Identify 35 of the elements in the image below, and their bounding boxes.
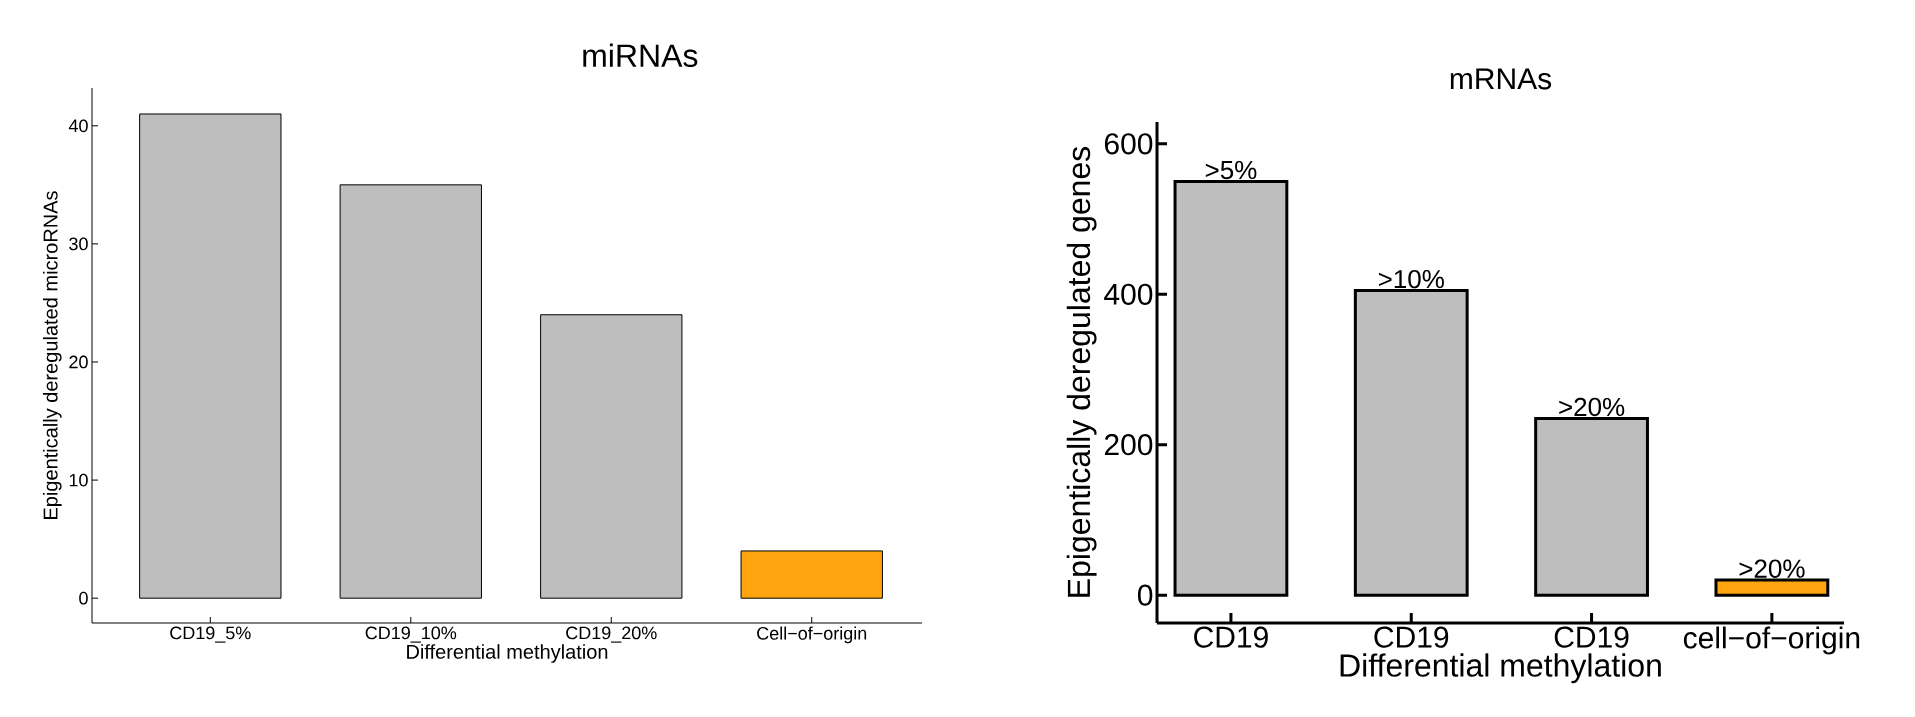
data-label: >10%	[1378, 269, 1444, 289]
bar	[1534, 416, 1649, 597]
bar	[1353, 288, 1469, 597]
x-tick-label: CD19_20%	[566, 626, 657, 643]
chart-title: mRNAs	[1450, 68, 1552, 90]
y-axis-title: Epigentically deregulated microRNAs	[42, 191, 62, 519]
y-tick-label: 0	[1137, 584, 1153, 606]
bar	[740, 550, 883, 599]
y-axis-title: Epigentically deregulated genes	[1066, 146, 1097, 597]
bar	[339, 184, 482, 599]
data-label: >20%	[1739, 559, 1805, 578]
y-tick-label: 0	[79, 591, 88, 605]
x-tick-label: CD19	[1554, 626, 1629, 648]
x-tick-label: cell−of−origin	[1683, 626, 1860, 655]
y-tick-label: 200	[1104, 434, 1153, 456]
y-tick-label: 600	[1104, 133, 1153, 155]
bar	[1714, 578, 1830, 597]
chart-title: miRNAs	[583, 43, 698, 67]
bar	[139, 113, 282, 599]
x-tick-label: Cell−of−origin	[757, 626, 867, 644]
y-tick-label: 20	[69, 355, 88, 369]
bar	[540, 314, 683, 599]
x-axis-title: Differential methylation	[407, 644, 608, 663]
y-tick-label: 10	[69, 473, 88, 487]
data-label: >5%	[1205, 160, 1257, 180]
y-tick-label: 40	[68, 119, 88, 133]
x-axis-title: Differential methylation	[1340, 653, 1661, 684]
bar	[1173, 179, 1289, 597]
y-tick-label: 30	[69, 237, 88, 251]
y-tick-label: 400	[1104, 283, 1153, 305]
x-tick-label: CD19	[1194, 626, 1268, 648]
data-label: >20%	[1559, 397, 1625, 417]
x-tick-label: CD19	[1374, 626, 1449, 648]
x-tick-label: CD19_10%	[365, 626, 457, 643]
x-tick-label: CD19_5%	[170, 626, 251, 643]
